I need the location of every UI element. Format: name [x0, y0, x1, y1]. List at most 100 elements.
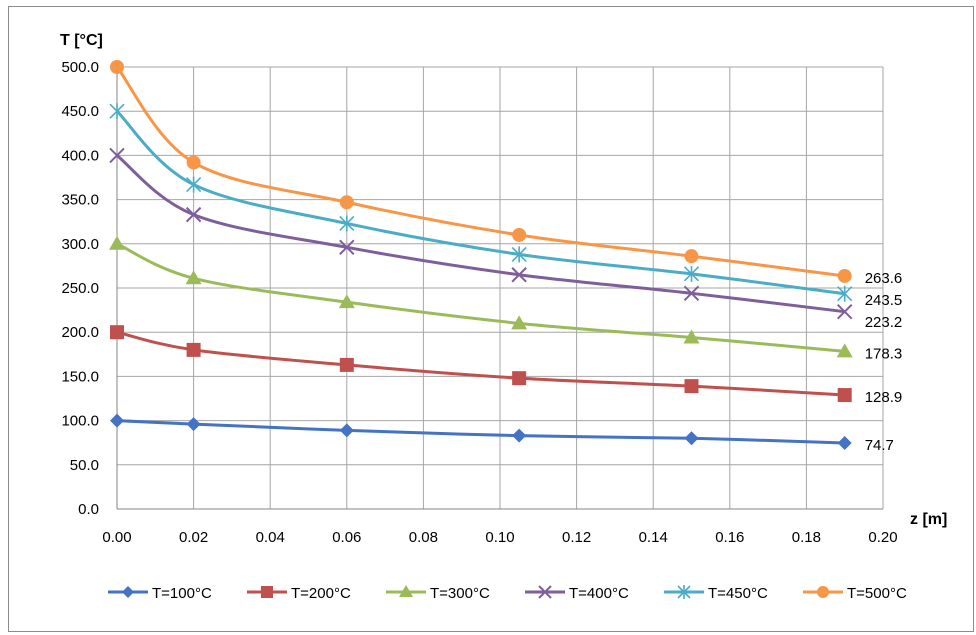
x-tick-label: 0.16	[715, 529, 744, 546]
x-axis-title: z [m]	[910, 511, 947, 528]
diamond-marker	[186, 417, 201, 432]
legend-triangle-marker	[399, 585, 413, 597]
legend-item: T=100°C	[108, 585, 212, 602]
series-T=500°C: 263.6	[110, 60, 902, 287]
circle-marker	[186, 155, 201, 170]
triangle-marker	[338, 294, 355, 309]
star-marker	[683, 265, 700, 282]
triangle-marker	[109, 235, 125, 250]
triangle-marker	[511, 315, 528, 330]
x-tick-label: 0.18	[792, 529, 821, 546]
x-tick-label: 0.14	[639, 529, 668, 546]
legend-item: T=400°C	[525, 585, 629, 602]
x-marker	[836, 303, 853, 320]
square-marker	[684, 379, 699, 394]
legend-label: T=400°C	[569, 585, 629, 602]
x-tick-label: 0.12	[562, 529, 591, 546]
x-tick-label: 0.06	[332, 529, 361, 546]
y-tick-label: 150.0	[61, 368, 99, 385]
diamond-marker	[837, 435, 852, 450]
circle-marker	[512, 227, 527, 242]
x-tick-label: 0.10	[485, 529, 514, 546]
x-tick-label: 0.20	[868, 529, 897, 546]
end-value-label: 178.3	[865, 345, 903, 362]
diamond-marker	[110, 413, 124, 428]
legend-star-marker	[677, 585, 691, 599]
square-marker	[512, 371, 527, 386]
triangle-marker	[683, 329, 700, 344]
x-marker	[339, 239, 355, 256]
y-tick-label: 0.0	[78, 501, 99, 518]
x-tick-labels: 0.00 0.02 0.04 0.06 0.08 0.10 0.12 0.14 0.16 0.18…	[102, 529, 897, 546]
legend-item: T=500°C	[803, 585, 907, 602]
legend-square-marker	[261, 586, 273, 598]
y-tick-label: 100.0	[61, 413, 99, 430]
circle-marker	[339, 195, 354, 210]
series-line	[115, 66, 845, 278]
star-marker	[186, 176, 202, 193]
series-group: 74.7 128.9 178.3 223.2 243.5 263.6	[109, 60, 902, 454]
square-marker	[110, 325, 124, 340]
x-marker	[109, 147, 125, 164]
end-value-label: 263.6	[865, 270, 903, 287]
legend-diamond-marker	[122, 586, 134, 598]
y-tick-label: 350.0	[61, 192, 99, 209]
diamond-marker	[339, 423, 354, 438]
circle-marker	[684, 249, 699, 264]
star-marker	[339, 215, 355, 232]
y-tick-label: 200.0	[61, 324, 99, 341]
diamond-marker	[684, 431, 699, 446]
y-tick-label: 500.0	[61, 59, 99, 76]
series-T=450°C: 243.5	[109, 103, 903, 309]
series-line	[116, 419, 845, 445]
end-value-label: 243.5	[865, 292, 903, 309]
y-tick-label: 50.0	[70, 457, 99, 474]
diamond-marker	[512, 428, 527, 443]
x-tick-label: 0.08	[409, 529, 438, 546]
end-value-label: 223.2	[865, 314, 903, 331]
series-T=400°C: 223.2	[109, 147, 903, 331]
square-marker	[837, 388, 852, 403]
y-axis-title: T [°C]	[60, 32, 103, 49]
y-tick-labels: 0.0 50.0 100.0 150.0 200.0 250.0 300.0 350.0 400…	[61, 59, 99, 518]
square-marker	[339, 357, 354, 372]
x-marker	[511, 267, 527, 283]
circle-marker	[837, 268, 852, 283]
series-T=200°C: 128.9	[110, 325, 902, 406]
y-tick-label: 300.0	[61, 236, 99, 253]
legend-item: T=200°C	[247, 585, 351, 602]
square-marker	[186, 342, 201, 357]
legend-item: T=300°C	[386, 585, 490, 602]
star-marker	[837, 285, 853, 302]
legend-label: T=450°C	[708, 585, 768, 602]
legend-label: T=100°C	[152, 585, 212, 602]
x-marker	[185, 206, 202, 223]
x-tick-label: 0.04	[256, 529, 285, 546]
gridlines	[117, 66, 884, 509]
y-tick-label: 250.0	[61, 280, 99, 297]
y-tick-label: 450.0	[61, 103, 99, 120]
legend-item: T=450°C	[664, 585, 768, 602]
legend: T=100°C T=200°C T=300°C T=400°C T=450°C T=500…	[108, 585, 907, 602]
circle-marker	[110, 60, 124, 74]
legend-label: T=200°C	[291, 585, 351, 602]
triangle-marker	[836, 343, 853, 358]
x-tick-label: 0.02	[179, 529, 208, 546]
legend-label: T=500°C	[847, 585, 907, 602]
triangle-marker	[185, 270, 202, 285]
series-T=100°C: 74.7	[110, 413, 894, 454]
legend-circle-marker	[817, 586, 829, 598]
end-value-label: 74.7	[865, 437, 894, 454]
y-tick-label: 400.0	[61, 147, 99, 164]
star-marker	[511, 246, 527, 263]
legend-x-marker	[538, 585, 552, 599]
end-value-label: 128.9	[865, 389, 903, 406]
star-marker	[109, 103, 125, 120]
x-marker	[683, 285, 700, 302]
series-line	[115, 110, 845, 296]
series-T=300°C: 178.3	[109, 235, 903, 362]
axes	[116, 67, 883, 510]
legend-label: T=300°C	[430, 585, 490, 602]
x-tick-label: 0.00	[102, 529, 131, 546]
